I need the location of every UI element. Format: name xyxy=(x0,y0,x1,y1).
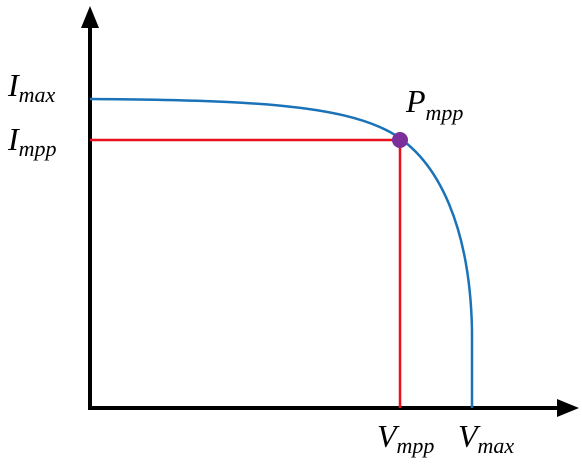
i-max-label: Imax xyxy=(7,67,56,107)
x-axis-arrow xyxy=(557,399,579,417)
i-mpp-label: Impp xyxy=(7,121,57,161)
y-axis-arrow xyxy=(81,6,99,28)
v-mpp-label: Vmpp xyxy=(377,418,434,458)
v-max-label: Vmax xyxy=(458,418,514,458)
mpp-point xyxy=(392,132,408,148)
iv-curve xyxy=(89,97,474,408)
p-mpp-label: Pmpp xyxy=(405,83,463,125)
